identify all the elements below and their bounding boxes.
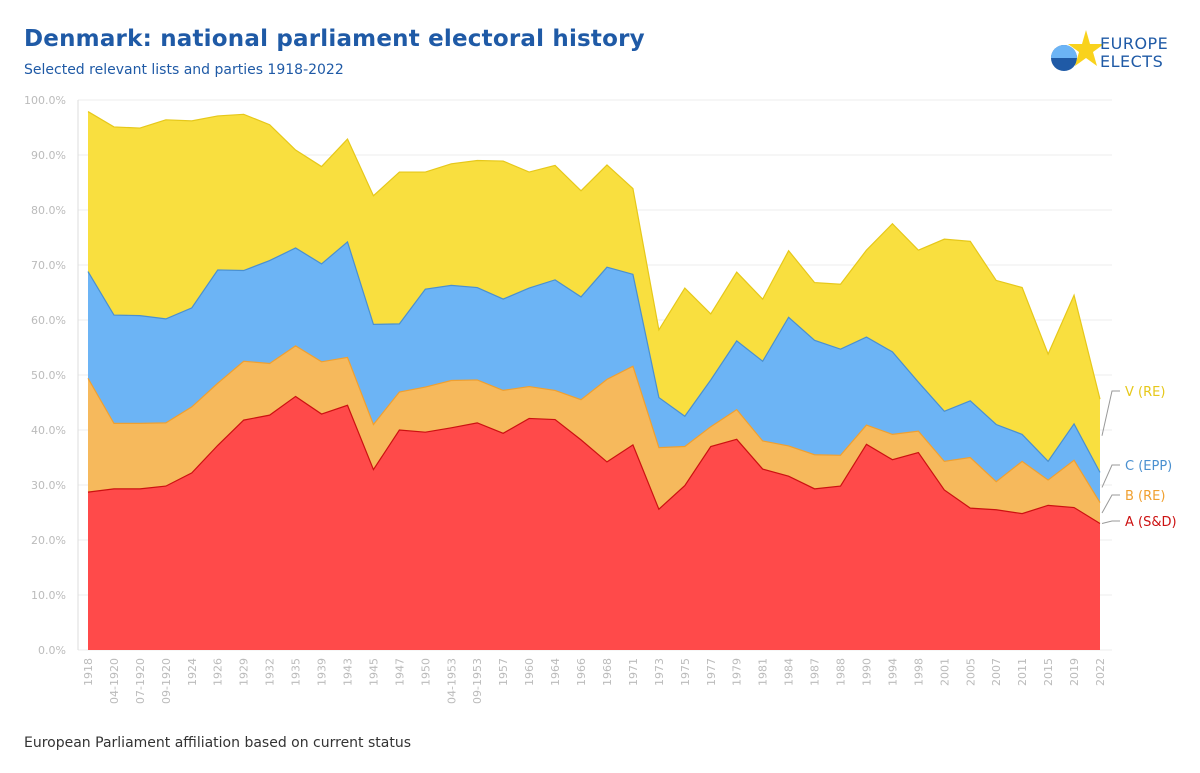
x-tick-label: 1929 bbox=[238, 658, 251, 686]
series-line-V bbox=[87, 111, 1101, 400]
x-tick-label: 2007 bbox=[990, 658, 1003, 686]
x-tick-label: 1973 bbox=[653, 658, 666, 686]
x-tick-label: 1968 bbox=[601, 658, 614, 686]
x-tick-label: 1994 bbox=[886, 658, 899, 686]
y-tick-label: 90.0% bbox=[31, 149, 66, 162]
x-tick-label: 09-1953 bbox=[471, 658, 484, 704]
label-leader-C bbox=[1101, 464, 1120, 488]
series-line-C bbox=[87, 240, 1101, 473]
series-line-B bbox=[87, 345, 1101, 503]
x-tick-label: 1935 bbox=[290, 658, 303, 686]
logo-emblem-icon bbox=[1051, 30, 1104, 71]
x-tick-label: 1988 bbox=[835, 658, 848, 686]
x-tick-label: 2011 bbox=[1016, 658, 1029, 686]
x-tick-label: 04-1953 bbox=[445, 658, 458, 704]
x-tick-label: 1950 bbox=[419, 658, 432, 686]
x-tick-label: 1984 bbox=[783, 658, 796, 686]
chart-title: Denmark: national parliament electoral h… bbox=[24, 26, 645, 52]
logo-text-line1: EUROPE bbox=[1100, 34, 1169, 53]
x-tick-label: 1990 bbox=[860, 658, 873, 686]
y-tick-label: 0.0% bbox=[38, 644, 66, 657]
x-tick-label: 1924 bbox=[186, 658, 199, 686]
x-tick-label: 1918 bbox=[82, 658, 95, 686]
x-tick-label: 1981 bbox=[757, 658, 770, 686]
x-tick-label: 09-1920 bbox=[160, 658, 173, 704]
x-tick-label: 1957 bbox=[497, 658, 510, 686]
area-V bbox=[88, 111, 1100, 473]
series-label-C: C (EPP) bbox=[1125, 459, 1172, 474]
x-tick-label: 1966 bbox=[575, 658, 588, 686]
x-tick-label: 1960 bbox=[523, 658, 536, 686]
y-tick-label: 100.0% bbox=[24, 94, 66, 107]
series-label-layer: A (S&D) B (RE) C (EPP) V (RE) bbox=[1101, 385, 1177, 530]
area-B bbox=[88, 345, 1100, 524]
x-tick-label: 1971 bbox=[627, 658, 640, 686]
x-tick-label: 1975 bbox=[679, 658, 692, 686]
x-tick-label: 2022 bbox=[1094, 658, 1107, 686]
x-tick-label: 2019 bbox=[1068, 658, 1081, 686]
x-tick-label: 1943 bbox=[341, 658, 354, 686]
label-leader-B bbox=[1101, 494, 1120, 514]
series-label-B: B (RE) bbox=[1125, 489, 1165, 504]
x-tick-label: 2015 bbox=[1042, 658, 1055, 686]
x-tick-label: 1987 bbox=[809, 658, 822, 686]
y-tick-label: 30.0% bbox=[31, 479, 66, 492]
y-tick-label: 70.0% bbox=[31, 259, 66, 272]
x-tick-label: 2001 bbox=[938, 658, 951, 686]
series-label-V: V (RE) bbox=[1125, 385, 1165, 400]
x-tick-label: 1926 bbox=[212, 658, 225, 686]
y-tick-label: 40.0% bbox=[31, 424, 66, 437]
x-tick-label: 1947 bbox=[393, 658, 406, 686]
axis-layer: 0.0% 10.0% 20.0% 30.0% 40.0% 50.0% 60.0% 70.0% 8… bbox=[24, 94, 1107, 704]
y-tick-label: 80.0% bbox=[31, 204, 66, 217]
x-tick-label: 07-1920 bbox=[134, 658, 147, 704]
y-tick-label: 10.0% bbox=[31, 589, 66, 602]
x-tick-label: 1979 bbox=[731, 658, 744, 686]
y-tick-label: 50.0% bbox=[31, 369, 66, 382]
area-A bbox=[88, 396, 1100, 650]
chart-subtitle: Selected relevant lists and parties 1918… bbox=[24, 62, 344, 78]
x-tick-label: 2005 bbox=[964, 658, 977, 686]
area-C bbox=[88, 241, 1100, 503]
label-leader-V bbox=[1101, 390, 1120, 436]
europe-elects-logo bbox=[1048, 28, 1178, 76]
x-tick-label: 1977 bbox=[705, 658, 718, 686]
x-tick-label: 1932 bbox=[264, 658, 277, 686]
area-layer bbox=[87, 111, 1101, 650]
x-tick-label: 1945 bbox=[367, 658, 380, 686]
series-label-A: A (S&D) bbox=[1125, 515, 1177, 530]
x-tick-label: 1964 bbox=[549, 658, 562, 686]
label-leader-A bbox=[1101, 520, 1120, 524]
series-line-A bbox=[87, 395, 1101, 525]
x-tick-label: 1998 bbox=[912, 658, 925, 686]
x-tick-label: 04-1920 bbox=[108, 658, 121, 704]
logo-text-line2: ELECTS bbox=[1100, 52, 1164, 71]
x-tick-label: 1939 bbox=[316, 658, 329, 686]
footer-note: European Parliament affiliation based on… bbox=[24, 735, 412, 751]
y-tick-label: 60.0% bbox=[31, 314, 66, 327]
y-tick-label: 20.0% bbox=[31, 534, 66, 547]
